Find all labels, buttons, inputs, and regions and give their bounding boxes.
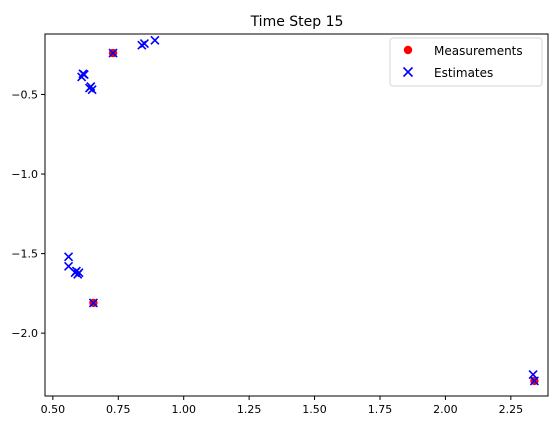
x-tick-label: 2.00 [433, 403, 458, 416]
estimate-point [108, 48, 118, 58]
legend-box [389, 37, 543, 87]
x-tick-label: 0.50 [41, 403, 66, 416]
chart-title: Time Step 15 [250, 14, 344, 30]
plot-frame [44, 33, 549, 397]
estimate-point [79, 70, 89, 80]
estimate-point [529, 376, 539, 386]
y-tick-label: −1.5 [11, 248, 38, 261]
estimate-point [87, 85, 97, 95]
estimate-point [74, 268, 84, 278]
y-tick-label: −1.0 [11, 168, 38, 181]
estimate-point [63, 252, 74, 262]
x-tick-label: 1.50 [302, 403, 327, 416]
y-tick-label: −0.5 [11, 88, 38, 101]
plot-marks [63, 35, 539, 386]
legend: Measurements Estimates [389, 37, 543, 87]
x-tick-label: 0.75 [106, 403, 131, 416]
x-axis: 0.50 0.75 1.00 1.25 1.50 1.75 2.00 2.25 [41, 396, 523, 416]
legend-estimates-label: Estimates [434, 66, 493, 80]
legend-estimates-marker [402, 66, 414, 78]
estimate-point [88, 298, 98, 308]
estimate-point [150, 35, 160, 45]
x-tick-label: 1.00 [171, 403, 196, 416]
legend-measurements-label: Measurements [434, 44, 523, 58]
x-tick-label: 2.25 [499, 403, 524, 416]
x-tick-label: 1.25 [237, 403, 262, 416]
legend-measurements-marker [403, 45, 413, 55]
y-axis: −0.5 −1.0 −1.5 −2.0 [11, 88, 45, 340]
x-tick-label: 1.75 [368, 403, 393, 416]
y-tick-label: −2.0 [11, 327, 38, 340]
estimate-point [139, 38, 150, 49]
